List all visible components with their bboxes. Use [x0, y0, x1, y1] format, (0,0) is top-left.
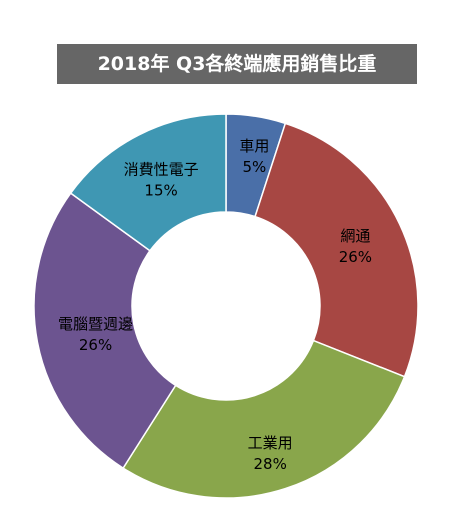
- slice-value-label: 5%: [242, 158, 266, 176]
- slice-category-label: 工業用: [248, 434, 293, 452]
- slice-value-label: 15%: [144, 182, 177, 200]
- slice-category-label: 網通: [340, 227, 370, 245]
- chart-title: 2018年 Q3各終端應用銷售比重: [57, 44, 417, 84]
- slice-value-label: 26%: [79, 336, 112, 354]
- donut-slices: [33, 113, 419, 499]
- slice-category-label: 消費性電子: [124, 161, 199, 179]
- slice-category-label: 車用: [239, 137, 269, 155]
- donut-slice-2: [254, 122, 419, 378]
- donut-slice-4: [33, 192, 177, 470]
- slice-category-label: 電腦暨週邊: [58, 315, 133, 333]
- slice-value-label: 26%: [339, 248, 372, 266]
- donut-slice-5: [69, 113, 227, 252]
- slice-value-label: 28%: [254, 455, 287, 473]
- slice-labels: 車用 5% 網通 26% 工業用 28% 電腦暨週邊 26% 消費性電子 15%: [58, 137, 372, 473]
- donut-slice-3: [122, 339, 406, 499]
